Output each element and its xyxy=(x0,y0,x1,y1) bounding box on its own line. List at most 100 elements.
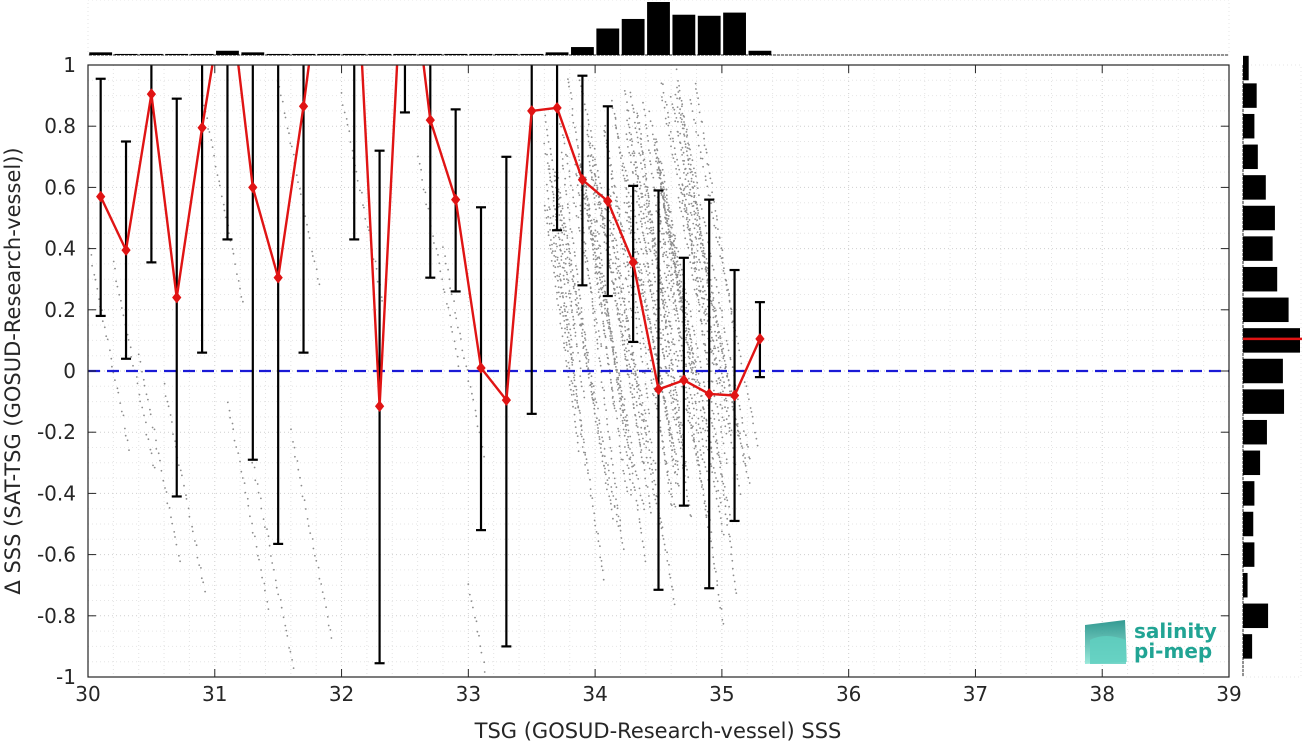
scatter-point xyxy=(600,431,602,433)
scatter-point xyxy=(669,95,672,98)
scatter-point xyxy=(594,235,596,238)
scatter-point xyxy=(571,400,574,403)
scatter-point xyxy=(615,410,617,412)
scatter-point xyxy=(720,247,723,250)
scatter-point xyxy=(676,280,679,283)
scatter-point xyxy=(289,650,292,653)
scatter-point xyxy=(651,232,653,235)
scatter-point xyxy=(554,275,557,278)
scatter-point xyxy=(639,443,642,446)
scatter-point xyxy=(592,193,595,195)
scatter-point xyxy=(91,264,93,267)
scatter-point xyxy=(622,287,625,290)
scatter-point xyxy=(718,377,721,379)
scatter-point xyxy=(593,325,596,327)
scatter-point xyxy=(688,346,690,349)
scatter-point xyxy=(736,478,739,480)
scatter-point xyxy=(570,270,572,273)
scatter-point xyxy=(679,117,682,119)
scatter-point xyxy=(623,472,625,475)
scatter-point xyxy=(715,490,718,493)
scatter-point xyxy=(683,133,685,136)
scatter-point xyxy=(437,254,439,256)
scatter-point xyxy=(587,220,590,223)
scatter-point xyxy=(601,460,604,463)
scatter-point xyxy=(624,358,627,360)
scatter-point xyxy=(715,380,718,382)
scatter-point xyxy=(267,608,270,610)
scatter-point xyxy=(754,431,756,434)
scatter-point xyxy=(556,259,559,261)
scatter-point xyxy=(742,430,745,432)
scatter-point xyxy=(643,469,646,471)
scatter-point xyxy=(135,376,138,378)
scatter-point xyxy=(552,215,555,218)
mean-marker xyxy=(552,102,562,114)
scatter-point xyxy=(676,431,679,434)
scatter-point xyxy=(615,267,618,270)
scatter-point xyxy=(646,232,649,235)
scatter-point xyxy=(640,404,643,407)
scatter-point xyxy=(698,382,701,385)
scatter-point xyxy=(675,418,678,421)
scatter-point xyxy=(665,460,667,463)
scatter-point xyxy=(688,362,691,365)
scatter-point xyxy=(663,260,665,263)
scatter-point xyxy=(620,303,622,306)
scatter-point xyxy=(689,148,691,151)
y-tick-label: -0.2 xyxy=(37,420,76,444)
scatter-point xyxy=(695,343,697,345)
scatter-point xyxy=(696,379,699,381)
scatter-point xyxy=(213,154,216,157)
scatter-point xyxy=(700,394,703,397)
scatter-point xyxy=(560,259,563,261)
scatter-point xyxy=(164,395,167,397)
scatter-point xyxy=(713,562,715,565)
scatter-point xyxy=(599,203,601,206)
scatter-point xyxy=(714,372,717,375)
scatter-point xyxy=(564,292,567,294)
scatter-point xyxy=(610,457,613,460)
scatter-point xyxy=(566,336,569,339)
scatter-point xyxy=(662,287,665,290)
scatter-point xyxy=(667,264,670,267)
scatter-point xyxy=(117,391,120,394)
scatter-point xyxy=(628,126,631,129)
scatter-point xyxy=(444,255,446,257)
scatter-point xyxy=(596,220,598,223)
right-hist-bar xyxy=(1243,572,1248,598)
scatter-point xyxy=(655,160,657,163)
scatter-point xyxy=(624,326,626,328)
scatter-point xyxy=(689,211,692,214)
scatter-point xyxy=(675,274,678,277)
scatter-point xyxy=(601,311,603,314)
scatter-point xyxy=(609,253,611,256)
scatter-point xyxy=(634,169,637,172)
scatter-point xyxy=(599,214,602,217)
mean-marker xyxy=(96,190,106,203)
scatter-point xyxy=(584,333,587,336)
scatter-point xyxy=(580,324,582,327)
scatter-point xyxy=(663,451,666,454)
scatter-point xyxy=(649,152,651,154)
scatter-point xyxy=(691,378,693,381)
scatter-point xyxy=(575,173,577,175)
scatter-point xyxy=(624,249,627,252)
scatter-point xyxy=(602,216,605,219)
y-tick-label: 0.8 xyxy=(44,114,76,138)
scatter-point xyxy=(669,210,672,213)
scatter-point xyxy=(578,153,580,156)
scatter-point xyxy=(214,165,217,168)
y-tick-label: -0.8 xyxy=(37,604,76,628)
scatter-point xyxy=(672,389,675,392)
scatter-point xyxy=(688,194,690,197)
scatter-point xyxy=(465,365,468,368)
scatter-point xyxy=(731,559,734,562)
scatter-point xyxy=(676,130,679,133)
scatter-point xyxy=(661,348,664,351)
scatter-point xyxy=(622,411,624,414)
scatter-point xyxy=(663,232,665,235)
scatter-point xyxy=(552,265,555,267)
scatter-point xyxy=(740,362,743,365)
scatter-point xyxy=(646,425,649,428)
